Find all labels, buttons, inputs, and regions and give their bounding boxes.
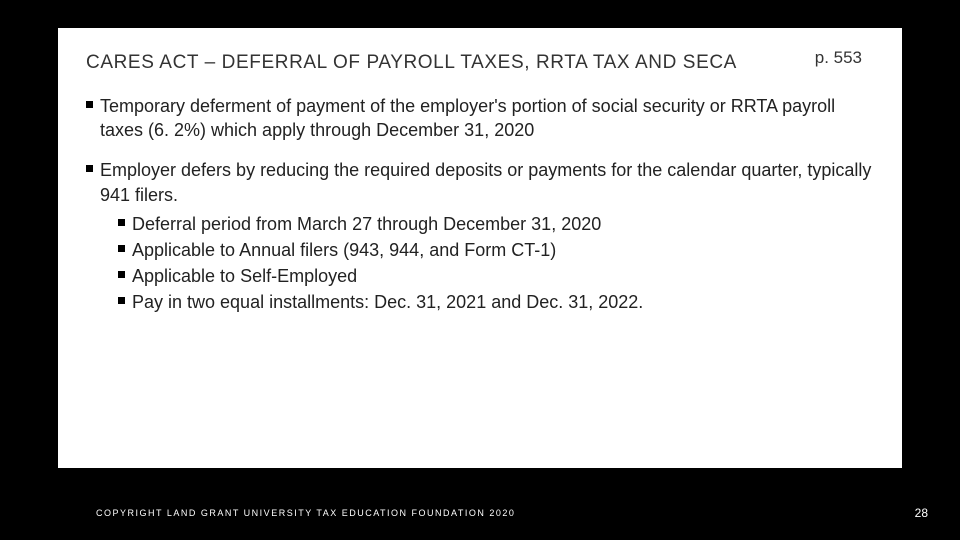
page-number: 28	[915, 506, 928, 520]
list-item: Employer defers by reducing the required…	[86, 158, 874, 315]
list-item: Deferral period from March 27 through De…	[118, 211, 874, 237]
title-row: CARES ACT – DEFERRAL OF PAYROLL TAXES, R…	[86, 50, 874, 76]
list-item: Applicable to Annual filers (943, 944, a…	[118, 237, 874, 263]
content-card: CARES ACT – DEFERRAL OF PAYROLL TAXES, R…	[58, 28, 902, 468]
list-item-text: Applicable to Self-Employed	[132, 266, 357, 286]
slide-title: CARES ACT – DEFERRAL OF PAYROLL TAXES, R…	[86, 50, 806, 76]
copyright-footer: COPYRIGHT LAND GRANT UNIVERSITY TAX EDUC…	[96, 508, 515, 518]
list-item: Temporary deferment of payment of the em…	[86, 94, 874, 143]
list-item-text: Deferral period from March 27 through De…	[132, 214, 601, 234]
list-item: Pay in two equal installments: Dec. 31, …	[118, 289, 874, 315]
bullet-list: Temporary deferment of payment of the em…	[86, 94, 874, 316]
list-item-text: Employer defers by reducing the required…	[100, 160, 871, 204]
page-reference: p. 553	[815, 48, 862, 68]
list-item-text: Applicable to Annual filers (943, 944, a…	[132, 240, 556, 260]
list-item-text: Temporary deferment of payment of the em…	[100, 96, 835, 140]
list-item: Applicable to Self-Employed	[118, 263, 874, 289]
list-item-text: Pay in two equal installments: Dec. 31, …	[132, 292, 643, 312]
sub-bullet-list: Deferral period from March 27 through De…	[100, 211, 874, 315]
